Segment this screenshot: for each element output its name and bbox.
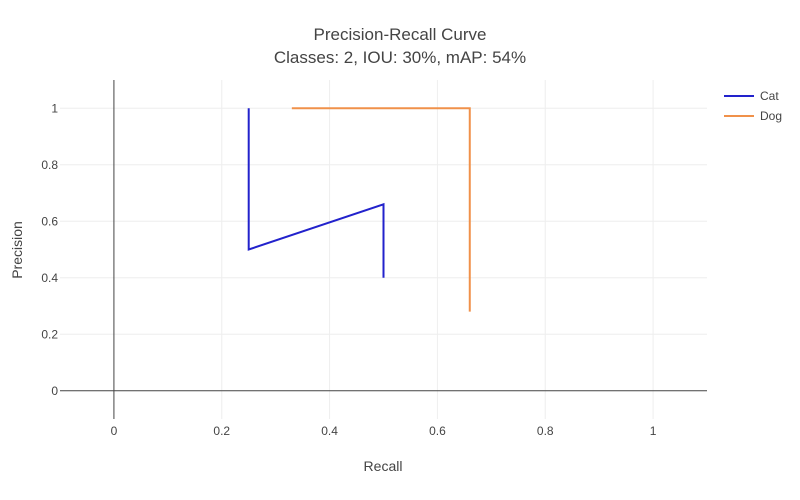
legend: Cat Dog [724,89,782,123]
chart-subtitle: Classes: 2, IOU: 30%, mAP: 54% [274,48,526,67]
x-tick-label: 0.2 [213,424,230,438]
series-line-dog [291,107,471,312]
legend-label-cat: Cat [760,89,779,103]
x-axis-label: Recall [364,458,403,474]
y-tick-label: 0 [51,384,58,398]
x-tick-label: 0 [111,424,118,438]
y-tick-label: 0.6 [41,214,58,228]
axes-layer [60,80,707,419]
series-layer [247,107,471,312]
x-tick-label: 0.4 [321,424,338,438]
y-tick-label: 0.4 [41,271,58,285]
legend-label-dog: Dog [760,109,782,123]
series-line-cat [247,108,385,278]
x-tick-label: 0.6 [429,424,446,438]
chart-title: Precision-Recall Curve [314,25,487,44]
y-tick-label: 0.2 [41,327,58,341]
y-tick-label: 0.8 [41,158,58,172]
x-tick-label: 0.8 [537,424,554,438]
y-axis-label: Precision [9,221,25,279]
ticks-layer: 0 0.2 0.4 0.6 0.8 1 0 0.2 0.4 0.6 0.8 1 [41,101,656,438]
x-tick-label: 1 [650,424,657,438]
y-tick-label: 1 [51,101,58,115]
